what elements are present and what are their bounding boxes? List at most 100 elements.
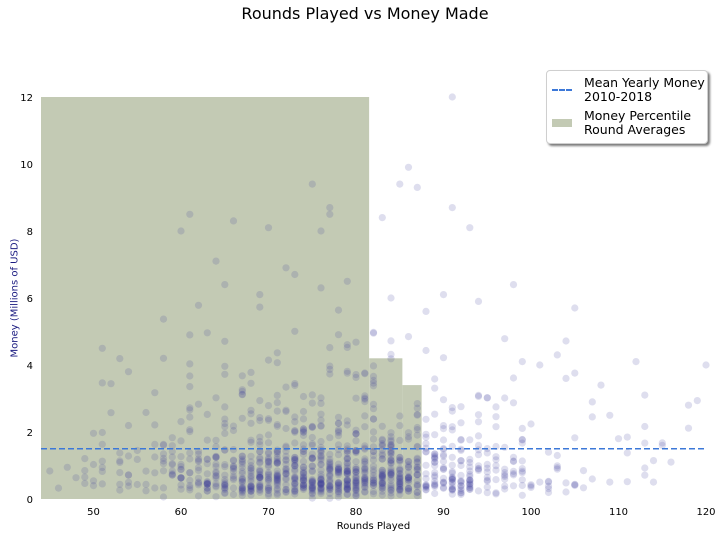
data-point bbox=[422, 482, 430, 490]
data-point bbox=[282, 407, 290, 416]
data-point bbox=[317, 399, 325, 407]
data-point bbox=[387, 433, 395, 441]
data-point bbox=[273, 475, 281, 483]
data-point bbox=[343, 343, 351, 351]
data-point bbox=[326, 465, 334, 473]
data-point bbox=[562, 479, 570, 487]
data-point bbox=[544, 477, 553, 485]
data-point bbox=[291, 486, 299, 495]
data-point bbox=[334, 460, 343, 468]
data-point bbox=[46, 467, 54, 475]
data-point bbox=[492, 466, 500, 474]
data-point bbox=[334, 487, 343, 495]
data-point bbox=[282, 264, 290, 272]
data-point bbox=[186, 484, 194, 492]
data-point bbox=[457, 478, 465, 486]
data-point bbox=[378, 422, 386, 430]
data-point bbox=[291, 270, 299, 279]
data-point bbox=[422, 486, 430, 494]
data-point bbox=[98, 480, 106, 488]
data-point bbox=[81, 467, 89, 475]
data-point bbox=[264, 415, 273, 423]
data-point bbox=[361, 442, 369, 450]
data-point bbox=[221, 484, 229, 492]
data-point bbox=[343, 467, 351, 476]
data-point bbox=[387, 441, 395, 449]
data-point bbox=[317, 466, 325, 474]
data-point bbox=[352, 426, 360, 434]
data-point bbox=[387, 489, 395, 497]
data-point bbox=[343, 477, 351, 485]
data-point bbox=[326, 494, 334, 502]
data-point bbox=[326, 471, 334, 479]
data-point bbox=[317, 475, 325, 483]
data-point bbox=[291, 455, 299, 463]
data-point bbox=[229, 468, 238, 476]
data-point bbox=[326, 464, 334, 472]
data-point bbox=[439, 425, 448, 433]
data-point bbox=[501, 472, 509, 480]
data-point bbox=[387, 471, 395, 479]
data-point bbox=[396, 475, 404, 483]
data-point bbox=[343, 469, 351, 477]
data-point bbox=[343, 486, 351, 494]
data-point bbox=[326, 465, 334, 473]
data-point bbox=[501, 469, 509, 477]
data-point bbox=[264, 402, 273, 410]
data-point bbox=[387, 442, 395, 450]
data-point bbox=[229, 474, 238, 482]
data-point bbox=[317, 461, 325, 469]
data-point bbox=[361, 468, 369, 476]
data-point bbox=[448, 468, 456, 476]
data-point bbox=[404, 468, 413, 476]
data-point bbox=[553, 462, 561, 470]
data-point bbox=[317, 453, 325, 461]
data-point bbox=[299, 426, 308, 435]
data-point bbox=[369, 379, 378, 387]
data-point bbox=[238, 486, 246, 495]
data-point bbox=[264, 448, 273, 456]
data-point bbox=[256, 466, 264, 474]
data-point bbox=[352, 474, 360, 482]
data-point bbox=[256, 417, 264, 425]
data-point bbox=[431, 483, 439, 491]
data-point bbox=[264, 484, 273, 492]
data-point bbox=[98, 457, 106, 465]
data-point bbox=[509, 457, 518, 465]
data-point bbox=[343, 490, 351, 498]
data-point bbox=[299, 392, 308, 401]
data-point bbox=[369, 476, 378, 484]
x-tick-label: 50 bbox=[87, 507, 100, 518]
data-point bbox=[387, 470, 395, 478]
data-point bbox=[317, 454, 325, 462]
data-point bbox=[291, 487, 299, 495]
data-point bbox=[221, 362, 229, 370]
data-point bbox=[361, 394, 369, 402]
data-point bbox=[501, 471, 509, 479]
data-point bbox=[422, 430, 430, 438]
data-point bbox=[273, 453, 281, 461]
data-point bbox=[343, 459, 351, 467]
x-tick-label: 120 bbox=[696, 507, 715, 518]
data-point bbox=[448, 93, 456, 101]
data-point bbox=[378, 455, 386, 463]
data-point bbox=[299, 483, 308, 491]
data-point bbox=[221, 461, 229, 469]
data-point bbox=[352, 478, 360, 486]
data-point bbox=[702, 361, 710, 369]
data-point bbox=[404, 474, 413, 482]
data-point bbox=[378, 475, 386, 483]
data-point bbox=[186, 426, 194, 434]
data-point bbox=[238, 476, 246, 484]
data-point bbox=[256, 480, 264, 488]
data-point bbox=[264, 454, 273, 462]
data-point bbox=[518, 436, 526, 444]
data-point bbox=[422, 448, 430, 456]
data-point bbox=[413, 471, 421, 479]
data-point bbox=[247, 464, 255, 472]
data-point bbox=[334, 469, 343, 477]
data-point bbox=[299, 469, 308, 477]
data-point bbox=[107, 380, 115, 388]
data-point bbox=[299, 472, 308, 480]
data-point bbox=[291, 456, 299, 464]
